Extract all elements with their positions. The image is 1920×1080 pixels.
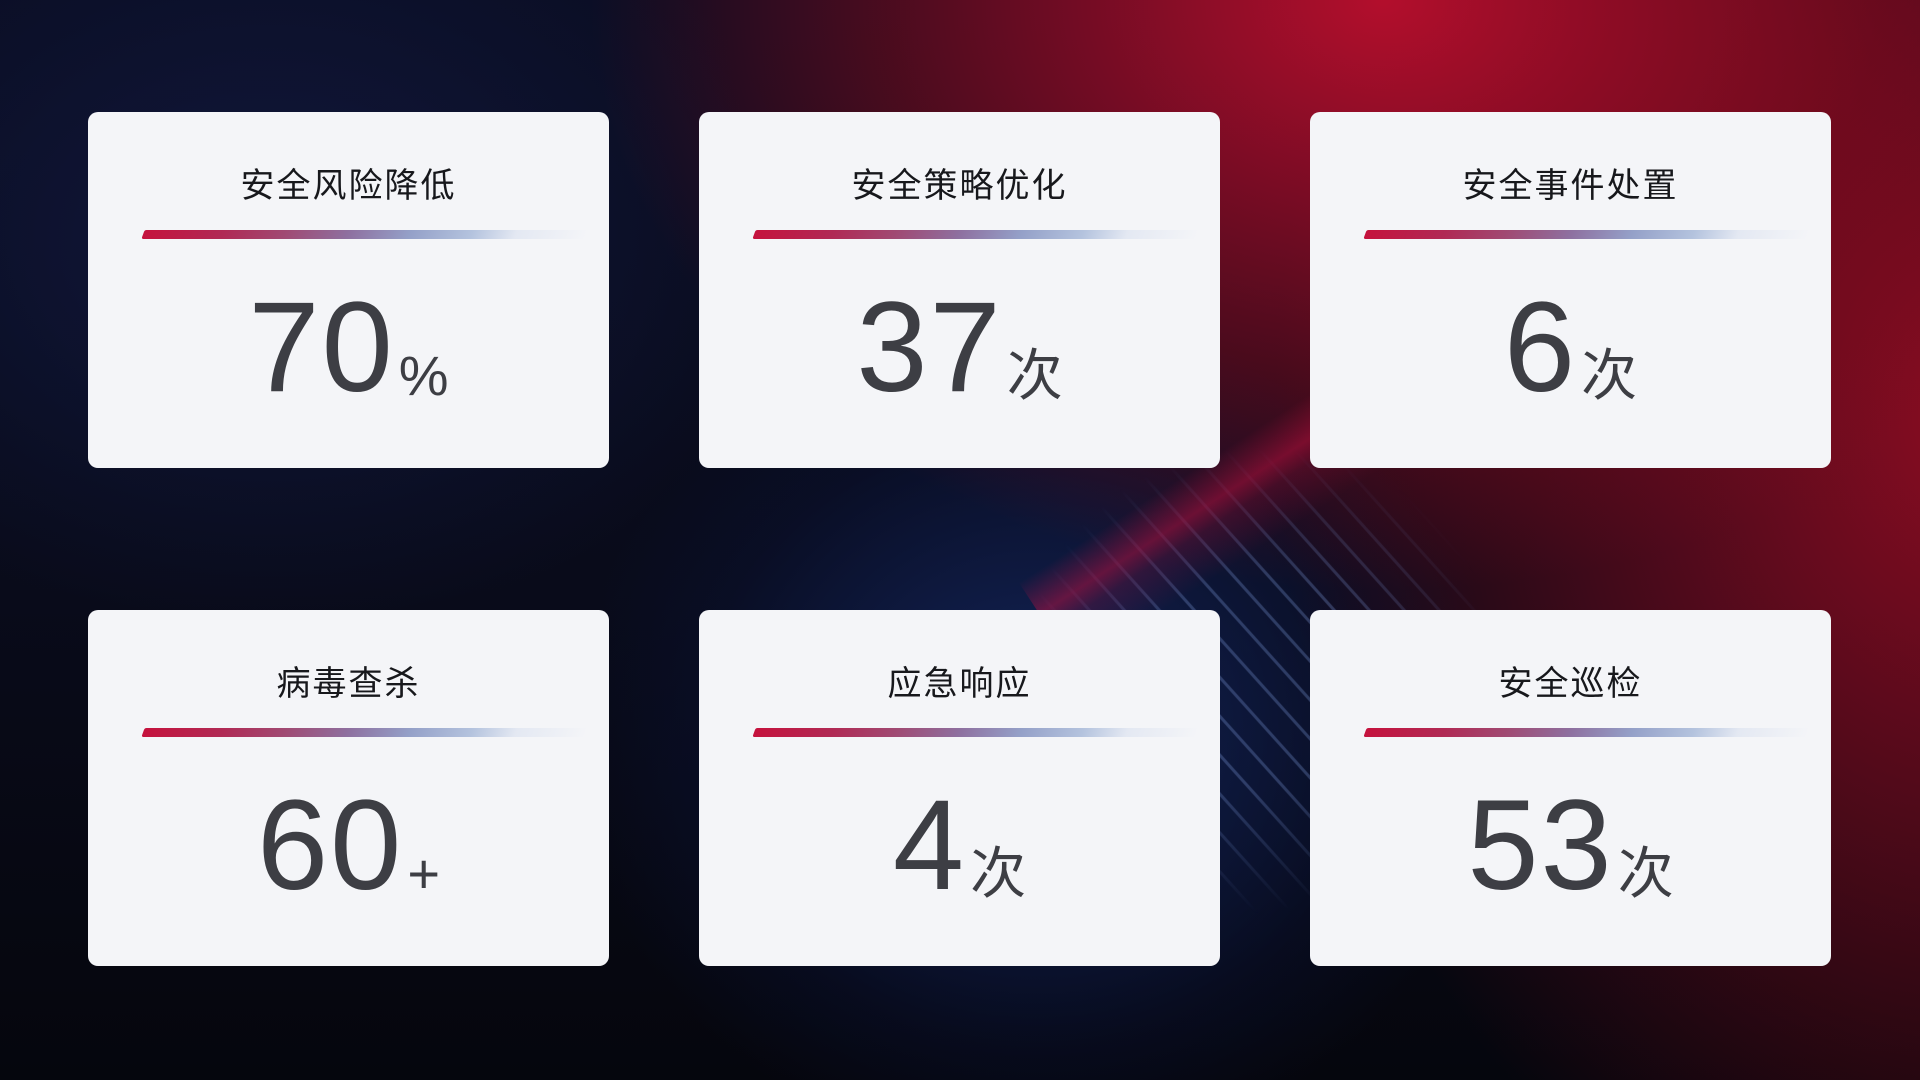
stat-card-grid: 安全风险降低 70 % 安全策略优化 37 次 安全事件处置 6 次 病毒查杀 … (88, 112, 1831, 966)
stat-card-security-inspection: 安全巡检 53 次 (1310, 610, 1831, 966)
stat-unit: + (407, 842, 441, 905)
stat-card-policy-optimization: 安全策略优化 37 次 (699, 112, 1220, 468)
accent-gradient-line (141, 728, 589, 737)
stat-value: 53 (1467, 774, 1614, 917)
stat-unit: 次 (970, 842, 1027, 905)
stat-figure: 37 次 (699, 284, 1220, 412)
stat-unit: 次 (1617, 842, 1674, 905)
stat-card-risk-reduction: 安全风险降低 70 % (88, 112, 609, 468)
accent-gradient-line (1363, 728, 1811, 737)
stat-value: 60 (256, 774, 404, 917)
card-title: 安全风险降低 (240, 167, 457, 205)
card-title: 安全巡检 (1498, 665, 1643, 703)
stat-value: 4 (892, 774, 967, 917)
accent-gradient-line (752, 728, 1200, 737)
card-title: 安全事件处置 (1462, 167, 1679, 205)
stat-figure: 70 % (88, 284, 609, 412)
stat-unit: 次 (1581, 344, 1638, 407)
stat-card-incident-handling: 安全事件处置 6 次 (1310, 112, 1831, 468)
stat-value: 6 (1503, 276, 1578, 419)
stat-figure: 4 次 (699, 782, 1220, 910)
stat-card-virus-scan: 病毒查杀 60 + (88, 610, 609, 966)
stat-unit: 次 (1006, 344, 1063, 407)
stat-value: 37 (856, 276, 1003, 419)
stat-value: 70 (248, 276, 395, 419)
accent-gradient-line (1363, 230, 1811, 239)
accent-gradient-line (752, 230, 1200, 239)
stat-figure: 6 次 (1310, 284, 1831, 412)
stat-unit: % (398, 344, 449, 407)
card-title: 病毒查杀 (276, 665, 421, 703)
stat-figure: 53 次 (1310, 782, 1831, 910)
stat-figure: 60 + (88, 782, 609, 910)
card-title: 应急响应 (887, 665, 1032, 703)
stat-card-emergency-response: 应急响应 4 次 (699, 610, 1220, 966)
accent-gradient-line (141, 230, 589, 239)
card-title: 安全策略优化 (851, 167, 1068, 205)
